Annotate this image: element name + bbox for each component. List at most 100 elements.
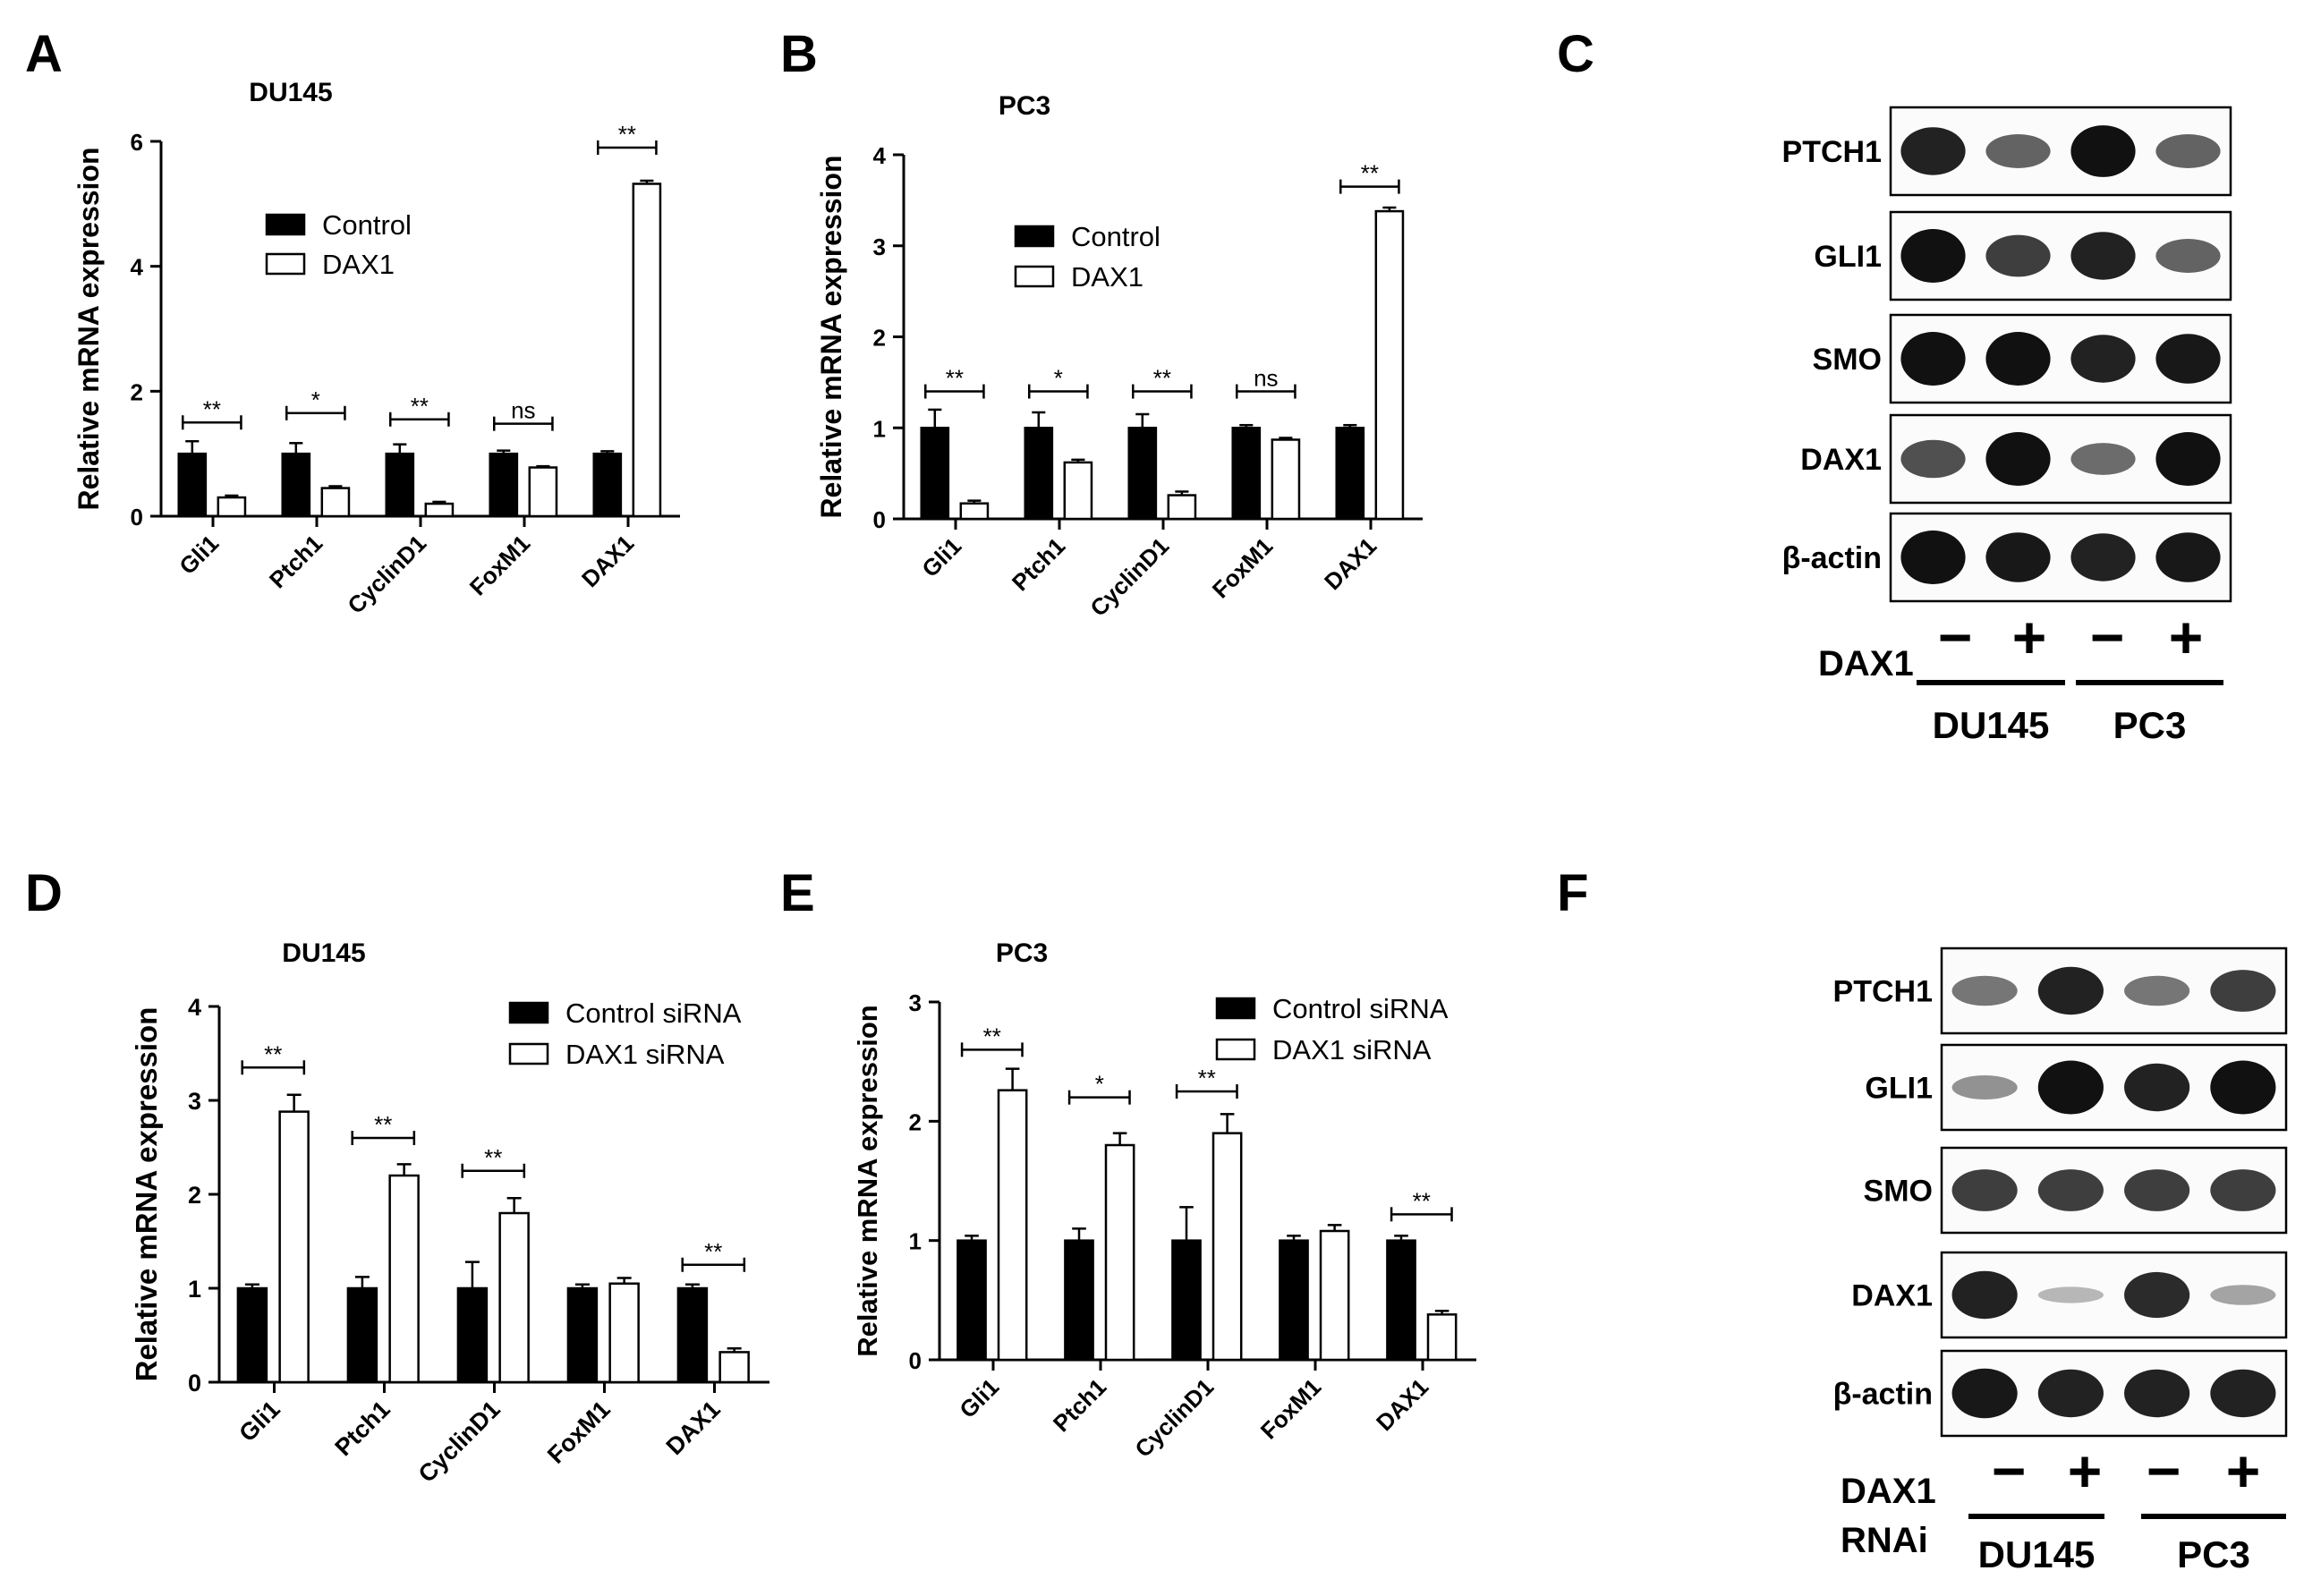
blot-band: [1951, 1270, 2018, 1320]
bar-control: [281, 452, 311, 518]
bar-control-sirna: [1064, 1239, 1094, 1362]
y-axis-label: Relative mRNA expression: [72, 147, 105, 510]
bar-dax1-sirna: [997, 1089, 1028, 1362]
blot-band: [2037, 1060, 2104, 1115]
blot-band: [1985, 234, 2051, 277]
y-axis-label: Relative mRNA expression: [130, 1007, 163, 1382]
bar-dax1-sirna: [1426, 1313, 1458, 1362]
cell-line-label: DU145: [1933, 704, 2050, 746]
bar-dax1: [528, 466, 558, 518]
blot-band: [1985, 432, 2051, 486]
legend-label: Control siRNA: [565, 998, 742, 1029]
bar-dax1: [1063, 461, 1093, 521]
bar-control: [177, 452, 208, 518]
bar-control: [1335, 427, 1365, 521]
x-tick-label: Gli1: [954, 1373, 1004, 1423]
significance-label: ns: [1254, 365, 1278, 392]
significance-label: **: [264, 1040, 282, 1067]
blot-band: [1985, 332, 2051, 386]
bar-dax1: [1167, 494, 1197, 521]
blot-band: [2124, 1369, 2190, 1418]
legend-swatch: [1014, 265, 1055, 288]
blot-band: [2070, 232, 2136, 280]
blot-band: [1900, 531, 1966, 584]
bar-dax1: [1374, 209, 1405, 521]
chart-title: PC3: [996, 938, 1048, 968]
x-tick-label: DAX1: [1371, 1373, 1433, 1436]
bar-control: [592, 452, 623, 518]
blot-row-label: GLI1: [1814, 240, 1882, 274]
y-tick-label: 2: [131, 378, 143, 405]
x-tick-label: Ptch1: [1048, 1373, 1111, 1437]
legend-label: DAX1 siRNA: [565, 1039, 725, 1070]
chart-title: DU145: [249, 78, 332, 107]
significance-label: **: [946, 365, 964, 392]
bar-dax1: [320, 487, 351, 518]
bar-control: [385, 452, 415, 518]
blot-band: [2037, 1286, 2104, 1303]
significance-label: *: [311, 386, 320, 413]
treatment-sign: −: [2090, 604, 2125, 670]
bar-control-sirna: [456, 1286, 489, 1384]
significance-label: **: [411, 393, 429, 420]
y-tick-label: 3: [873, 233, 886, 260]
legend-label: Control: [322, 209, 412, 241]
blot-band: [2070, 533, 2136, 582]
panel-letter-a: A: [25, 25, 63, 83]
blot-row-label: β-actin: [1782, 541, 1882, 575]
y-tick-label: 0: [131, 504, 143, 531]
significance-label: **: [1198, 1065, 1216, 1091]
legend-swatch: [508, 1042, 549, 1065]
blot-band: [2124, 1169, 2190, 1211]
x-tick-label: Ptch1: [1007, 532, 1070, 596]
significance-label: **: [983, 1023, 1001, 1049]
y-tick-label: 2: [188, 1182, 201, 1209]
blot-row-label: PTCH1: [1782, 135, 1882, 169]
bar-dax1: [959, 502, 990, 521]
bar-control: [1024, 427, 1054, 521]
x-tick-label: CyclinD1: [342, 530, 431, 619]
blot-row-label: DAX1: [1800, 443, 1882, 477]
x-tick-label: FoxM1: [542, 1396, 616, 1469]
y-axis-label: Relative mRNA expression: [852, 1005, 883, 1356]
significance-label: **: [1153, 365, 1171, 392]
panel-letter-d: D: [25, 864, 63, 922]
blot-band: [1900, 439, 1966, 479]
blot-band: [1951, 1169, 2018, 1211]
bar-control-sirna: [566, 1286, 599, 1384]
blot-row-label: DAX1: [1851, 1279, 1933, 1313]
blot-band: [2155, 239, 2221, 273]
treatment-label: DAX1: [1841, 1472, 1936, 1511]
significance-label: **: [704, 1238, 722, 1265]
significance-label: *: [1095, 1071, 1104, 1098]
x-tick-label: DAX1: [661, 1396, 726, 1460]
blot-band: [2070, 335, 2136, 383]
x-tick-label: Gli1: [916, 532, 966, 582]
bar-dax1-sirna: [608, 1282, 640, 1384]
panel-letter-e: E: [780, 864, 815, 922]
significance-label: **: [1361, 160, 1379, 187]
bar-dax1-sirna: [718, 1351, 750, 1384]
bar-control: [1231, 427, 1262, 521]
bar-control-sirna: [1279, 1239, 1309, 1362]
legend-label: DAX1: [1071, 261, 1143, 293]
blot-band: [1951, 975, 2018, 1006]
blot-band: [2210, 1060, 2276, 1115]
chart-panel-e: PC3 0 1 2 3 Relative mRNA expression Gli1 ** Ptc…: [852, 938, 1476, 1463]
blot-band: [2155, 334, 2221, 384]
treatment-label-2: RNAi: [1841, 1521, 1928, 1560]
blot-band: [2210, 970, 2276, 1012]
blot-band: [2070, 443, 2136, 475]
cell-line-label: DU145: [1978, 1533, 2096, 1575]
bar-control-sirna: [676, 1286, 709, 1384]
bar-control-sirna: [346, 1286, 378, 1384]
x-tick-label: FoxM1: [464, 530, 535, 600]
bar-control-sirna: [1386, 1239, 1416, 1362]
y-tick-label: 3: [188, 1088, 201, 1115]
blot-band: [2070, 125, 2136, 177]
legend-swatch: [265, 213, 306, 236]
blot-band: [2210, 1169, 2276, 1211]
bar-control: [489, 452, 519, 518]
x-tick-label: FoxM1: [1255, 1373, 1326, 1444]
